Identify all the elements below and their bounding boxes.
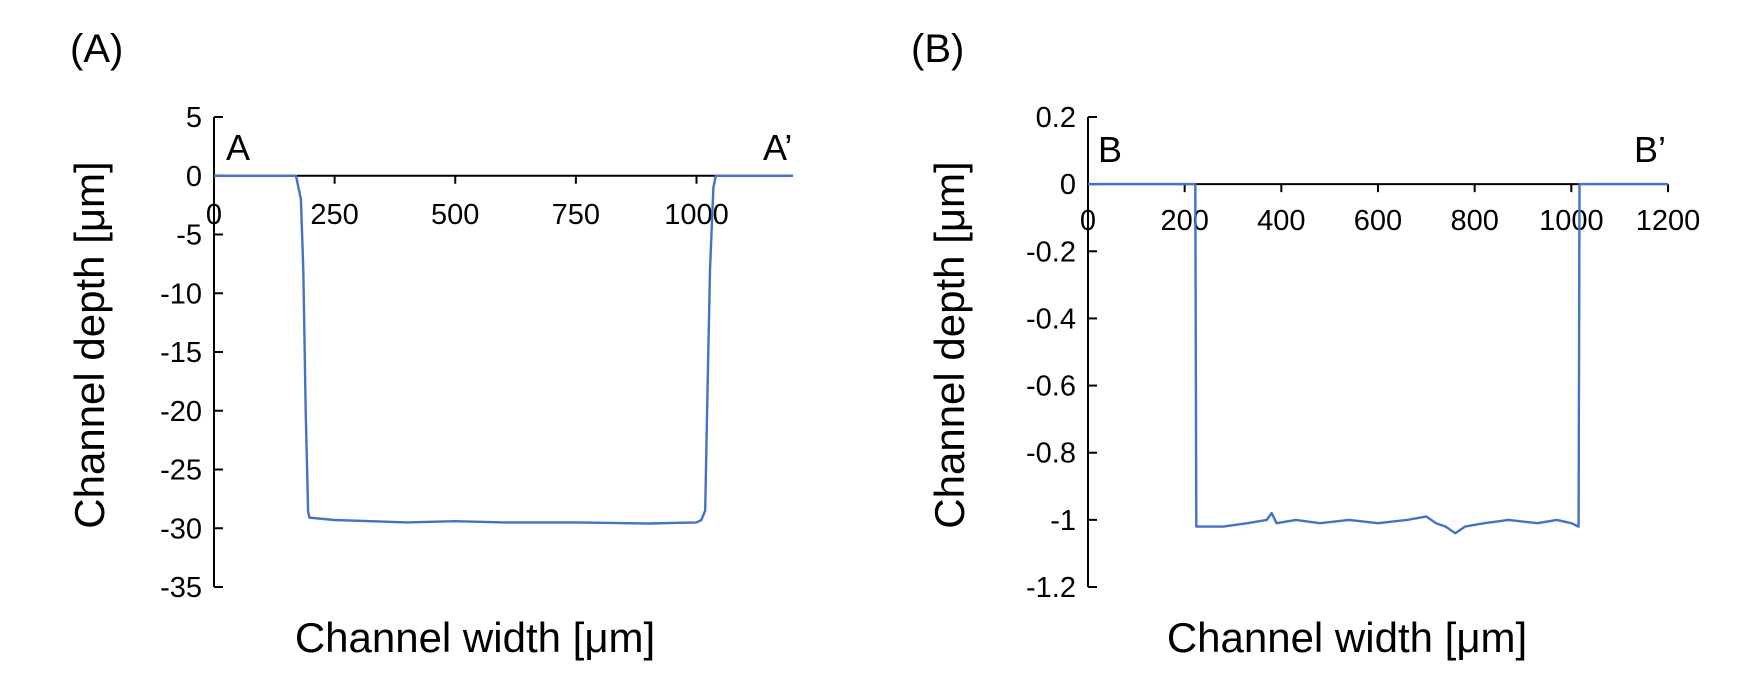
x-tick-label: 500 bbox=[431, 199, 479, 231]
y-tick-label: -15 bbox=[160, 337, 202, 369]
x-axis-title: Channel width [μm] bbox=[1167, 614, 1527, 661]
y-tick-label: 0 bbox=[186, 161, 202, 193]
end-marker-label: A’ bbox=[763, 127, 792, 168]
y-axis-title: Channel depth [μm] bbox=[926, 161, 973, 528]
y-tick-label: -0.2 bbox=[1026, 236, 1076, 268]
x-tick-label: 1000 bbox=[664, 199, 729, 231]
panel-b: (B) Channel depth [μm] Channel width [μm… bbox=[911, 27, 1700, 661]
x-tick-label: 200 bbox=[1160, 205, 1208, 237]
x-tick-label: 750 bbox=[552, 199, 600, 231]
y-tick-label: -0.6 bbox=[1026, 371, 1076, 403]
x-tick-label: 400 bbox=[1257, 205, 1305, 237]
panel-a: (A) Channel depth [μm] Channel width [μm… bbox=[66, 27, 793, 661]
y-tick-label: -5 bbox=[176, 220, 202, 252]
y-tick-label: 5 bbox=[186, 102, 202, 134]
series-line bbox=[1088, 182, 1668, 535]
x-axis-title: Channel width [μm] bbox=[295, 614, 655, 661]
start-marker-label: A bbox=[226, 127, 250, 168]
panel-label: (B) bbox=[911, 27, 964, 71]
x-tick-label: 1200 bbox=[1636, 205, 1701, 237]
y-tick-label: -0.4 bbox=[1026, 303, 1076, 335]
x-tick-label: 1000 bbox=[1539, 205, 1604, 237]
panel-label: (A) bbox=[70, 27, 123, 71]
y-tick-label: 0 bbox=[1060, 169, 1076, 201]
y-tick-label: -30 bbox=[160, 513, 202, 545]
y-tick-label: -1.2 bbox=[1026, 572, 1076, 604]
y-tick-label: -20 bbox=[160, 396, 202, 428]
x-tick-label: 800 bbox=[1450, 205, 1498, 237]
start-marker-label: B bbox=[1098, 129, 1122, 170]
end-marker-label: B’ bbox=[1634, 129, 1666, 170]
x-tick-label: 600 bbox=[1354, 205, 1402, 237]
x-tick-label: 0 bbox=[206, 199, 222, 231]
x-tick-label: 0 bbox=[1080, 205, 1096, 237]
y-axis-title: Channel depth [μm] bbox=[66, 161, 113, 528]
y-tick-label: 0.2 bbox=[1036, 102, 1076, 134]
y-tick-label: -25 bbox=[160, 455, 202, 487]
x-tick-label: 250 bbox=[310, 199, 358, 231]
y-tick-label: -1 bbox=[1050, 505, 1076, 537]
series-line bbox=[214, 174, 793, 525]
y-tick-label: -0.8 bbox=[1026, 438, 1076, 470]
y-tick-label: -35 bbox=[160, 572, 202, 604]
y-tick-label: -10 bbox=[160, 278, 202, 310]
